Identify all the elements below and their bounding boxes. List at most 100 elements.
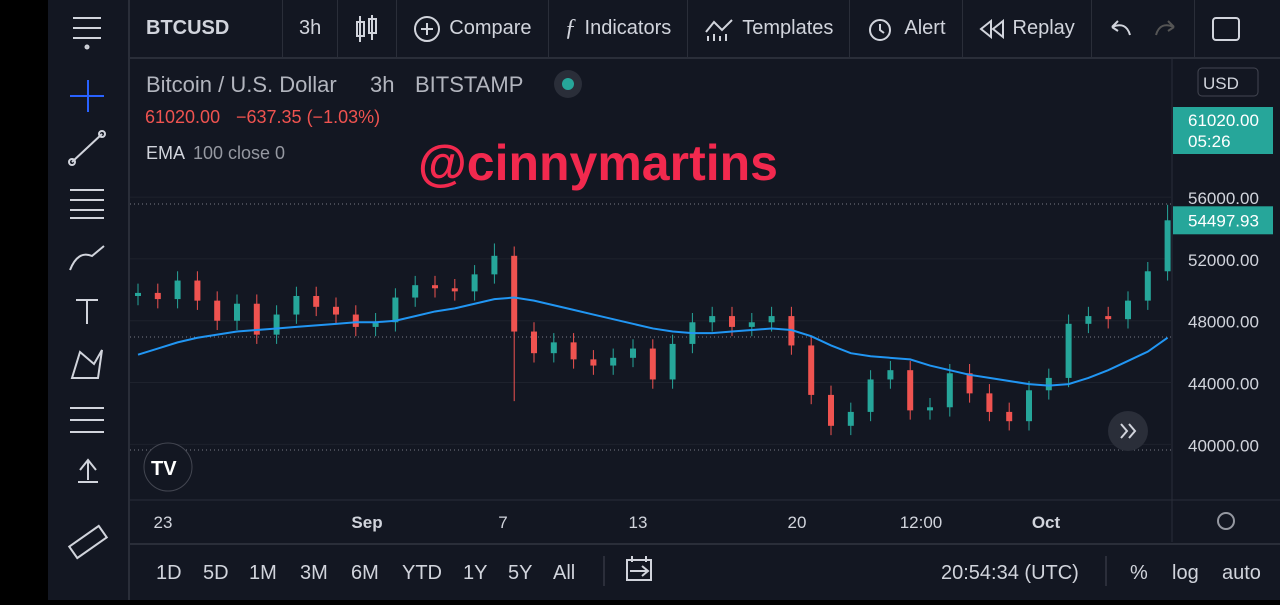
y-tick-label: 48000.00 (1188, 313, 1259, 332)
undo-redo[interactable] (1092, 0, 1195, 57)
candle-body (1144, 271, 1151, 301)
candle-body (352, 314, 359, 327)
scale-option[interactable]: auto (1222, 562, 1261, 584)
legend-interval: 3h (370, 72, 394, 97)
fx-icon: ƒ (564, 15, 577, 41)
candle-body (966, 373, 973, 394)
candle-body (550, 342, 557, 354)
range-button[interactable]: 1Y (463, 562, 488, 584)
compare-button[interactable]: Compare (397, 0, 549, 57)
candle-body (432, 285, 438, 289)
current-price: 61020.00 (1188, 111, 1259, 130)
candle-body (214, 300, 221, 321)
candle-body (1085, 316, 1092, 324)
time-label: Sep (351, 513, 382, 532)
settings-icon[interactable] (1217, 512, 1235, 530)
screen-icon (1211, 16, 1240, 41)
candle-body (630, 348, 636, 358)
candle-body (135, 292, 141, 296)
templates-icon (705, 18, 733, 41)
alarm-icon (869, 18, 892, 41)
candle-body (1125, 300, 1131, 320)
range-button[interactable]: 1M (249, 562, 277, 584)
templates-button[interactable]: Templates (688, 0, 851, 57)
rewind-icon (978, 18, 1004, 39)
time-label: Oct (1032, 513, 1061, 532)
prediction-tool[interactable] (70, 407, 104, 433)
candle-body (946, 373, 953, 408)
chart-style[interactable] (338, 0, 398, 57)
candle-body (828, 394, 834, 426)
range-button[interactable]: 6M (351, 562, 379, 584)
drawing-tools (67, 17, 109, 560)
alert-label: Alert (904, 17, 946, 39)
drawing-toolbar (48, 0, 130, 600)
cursor-tool[interactable] (78, 458, 98, 483)
interval[interactable]: 3h (283, 0, 339, 57)
candle-body (1006, 411, 1013, 422)
goto-date-icon[interactable] (626, 556, 652, 581)
y-tick-label: 56000.00 (1188, 189, 1259, 208)
currency: USD (1203, 74, 1239, 93)
pattern-tool[interactable] (70, 349, 103, 379)
menu-button[interactable] (73, 17, 101, 50)
candle-body (253, 303, 260, 335)
candle-body (392, 297, 399, 323)
time-label: 13 (629, 513, 648, 532)
range-button[interactable]: 1D (156, 562, 182, 584)
replay-button[interactable]: Replay (963, 0, 1092, 57)
replay-label: Replay (1012, 17, 1075, 39)
tv-logo[interactable] (143, 442, 193, 492)
range-button[interactable]: YTD (402, 562, 442, 584)
candle-body (194, 280, 201, 301)
legend-exchange: BITSTAMP (415, 72, 523, 97)
candle-body (669, 343, 676, 380)
range-button[interactable]: All (553, 562, 576, 584)
time-label: 12:00 (900, 513, 943, 532)
scale-option[interactable]: % (1130, 562, 1148, 584)
alert-button[interactable]: Alert (850, 0, 963, 57)
candle-body (590, 359, 597, 366)
symbol[interactable]: BTCUSD (130, 0, 283, 57)
trend-line-tool[interactable] (68, 130, 106, 166)
fib-tool[interactable] (70, 189, 104, 219)
scale-option[interactable]: log (1172, 562, 1199, 584)
symbol-title: Bitcoin / U.S. Dollar (146, 72, 337, 97)
y-tick-label: 40000.00 (1188, 436, 1259, 455)
candle-body (649, 348, 656, 380)
candle-body (907, 370, 914, 411)
candle-body (234, 303, 240, 321)
candle-body (986, 393, 993, 412)
candle-body (729, 316, 735, 327)
brush-tool[interactable] (69, 245, 105, 271)
range-button[interactable]: 3M (300, 562, 328, 584)
legend-price: 61020.00 (145, 107, 220, 127)
candle-body (808, 345, 815, 395)
range-button[interactable]: 5D (203, 562, 229, 584)
indicators-label: Indicators (584, 17, 672, 39)
top-toolbar: BTCUSD 3h Compare ƒ Indicators Templates … (130, 0, 1280, 59)
candle-body (709, 316, 716, 323)
candle-body (293, 296, 300, 315)
fullscreen[interactable] (1195, 0, 1257, 57)
indicator-params: 100 close 0 (193, 143, 285, 163)
last-price: 54497.93 (1188, 211, 1259, 230)
candle-body (887, 370, 894, 380)
candle-body (570, 342, 577, 360)
candle-body (1026, 390, 1032, 422)
time-label: 23 (154, 513, 173, 532)
current-price-badge (1173, 107, 1273, 154)
candle-body (174, 280, 181, 300)
range-button[interactable]: 5Y (508, 562, 533, 584)
candle-body (333, 306, 339, 315)
indicators-button[interactable]: ƒ Indicators (549, 0, 689, 57)
text-tool[interactable] (76, 299, 98, 324)
crosshair-tool[interactable] (70, 80, 104, 112)
candle-body (372, 322, 379, 327)
candle-body (610, 357, 617, 366)
ruler-tool[interactable] (67, 524, 109, 560)
currency-button[interactable] (1197, 67, 1259, 97)
candle-body (768, 316, 775, 323)
